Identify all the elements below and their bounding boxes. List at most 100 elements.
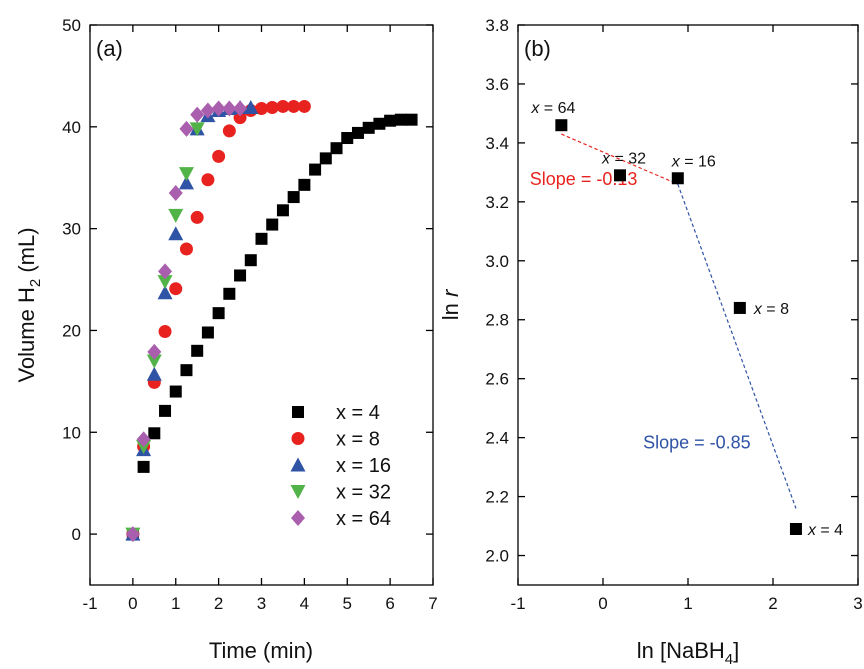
data-point-series-x8 (169, 282, 183, 296)
data-point-series-x16 (168, 226, 184, 241)
data-point-series-x4 (201, 326, 214, 339)
point-label-x4: x = 4 (807, 522, 843, 539)
panel-a-y-title-main: Volume H (14, 287, 39, 382)
data-point-series-x64 (222, 100, 237, 117)
panel-a-y-tick-label: 20 (62, 321, 81, 340)
data-point-series-x8 (201, 173, 215, 187)
panel-b-y-tick-label: 2.4 (485, 429, 509, 448)
data-point-series-x4 (266, 218, 279, 231)
panel-a-x-tick-label: 2 (214, 594, 223, 613)
panel-b-y-tick-label: 2.0 (485, 547, 509, 566)
data-point-series-x4 (319, 152, 332, 165)
data-point-series-x8 (287, 99, 301, 113)
data-point-series-x4 (341, 132, 354, 145)
panel-b-y-title-italic: r (438, 288, 463, 297)
panel-a-x-tick-label: 3 (257, 594, 266, 613)
data-point-series-x4 (255, 232, 268, 245)
data-point-series-x4 (159, 404, 172, 417)
panel-a-x-tick-label: 0 (128, 594, 137, 613)
panel-a-y-tick-label: 50 (62, 16, 81, 35)
data-point-series-x4 (351, 126, 364, 139)
panel-a-x-tick-label: -1 (82, 594, 97, 613)
data-point-series-x8 (190, 210, 204, 224)
data-point-series-x4 (276, 204, 289, 217)
panel-b-y-tick-label: 2.2 (485, 488, 509, 507)
panel-a-y-title-sub: 2 (27, 279, 44, 287)
panel-a-y-tick-label: 0 (72, 525, 81, 544)
data-point-series-x16 (157, 285, 173, 300)
data-point-x4 (789, 523, 802, 535)
panel-a-x-tick-label: 5 (343, 594, 352, 613)
data-point-series-x4 (309, 163, 322, 176)
data-point-series-x32 (168, 208, 184, 223)
legend-x8-label: x = 8 (336, 429, 380, 451)
data-point-series-x4 (191, 344, 204, 357)
data-point-series-x4 (373, 117, 386, 130)
panel-b-y-axis-title: ln r (438, 288, 463, 320)
data-point-series-x64 (136, 431, 151, 448)
data-point-series-x4 (405, 113, 418, 126)
data-point-series-x4 (223, 287, 236, 300)
data-point-series-x64 (168, 185, 183, 201)
panel-b-ln-r-vs-ln-nabh4: -1 0 1 2 3 2.0 2.2 2.4 2.6 2.8 3.0 3.2 3.4 3.6 3.8 Slo… (438, 16, 863, 668)
point-label-x16: x = 16 (671, 153, 716, 170)
data-point-series-x8 (265, 100, 279, 114)
panel-b-y-title-main: ln (438, 297, 463, 320)
panel-a-y-tick-label: 40 (62, 118, 81, 137)
fit-line-1 (677, 183, 797, 509)
panel-b-x-tick-label: 2 (768, 594, 777, 613)
data-point-x16 (671, 172, 684, 185)
data-point-series-x4 (384, 114, 397, 127)
panel-a-y-axis-title: Volume H2 (mL) (14, 227, 44, 382)
fit-slope-label-1: Slope = -0.85 (643, 432, 751, 452)
panel-b-y-tick-label: 3.2 (485, 193, 509, 212)
data-point-x32 (614, 169, 626, 182)
panel-a-x-tick-label: 7 (428, 594, 437, 613)
point-label-x32: x = 32 (601, 150, 646, 167)
panel-b-x-tick-label: 1 (683, 594, 692, 613)
data-point-series-x8 (212, 149, 226, 163)
panel-a-y-tick-label: 30 (62, 220, 81, 239)
panel-a-ticks: -1 0 1 2 3 4 5 6 7 0 10 20 30 40 50 (62, 16, 438, 613)
data-point-series-x8 (255, 101, 268, 115)
data-point-series-x64 (200, 102, 215, 119)
data-point-series-x32 (157, 275, 173, 290)
data-point-series-x4 (180, 364, 193, 377)
data-point-series-x64 (158, 263, 173, 280)
fit-slope-label-0: Slope = -0.13 (530, 169, 638, 189)
data-point-series-x16 (146, 366, 162, 381)
legend-x32-label: x = 32 (336, 482, 391, 504)
panel-b-y-tick-label: 3.8 (485, 16, 509, 35)
legend-x64-label: x = 64 (336, 508, 391, 530)
data-point-series-x32 (189, 122, 205, 137)
data-point-series-x32 (146, 354, 162, 369)
data-point-series-x4 (394, 113, 407, 126)
data-point-series-x64 (179, 120, 194, 137)
panel-a-y-tick-label: 10 (62, 423, 81, 442)
panel-a-x-tick-label: 6 (385, 594, 394, 613)
data-point-series-x8 (158, 324, 172, 338)
data-point-series-x4 (244, 254, 257, 267)
legend-x16-marker (290, 457, 306, 472)
data-point-series-x8 (297, 99, 311, 113)
panel-b-data-points (555, 119, 802, 535)
panel-a-data-points (125, 99, 418, 543)
data-point-x8 (733, 301, 746, 314)
data-point-series-x8 (179, 242, 193, 256)
legend-x64-marker (291, 510, 305, 526)
panel-a-label: (a) (96, 36, 123, 61)
data-point-series-x64 (233, 100, 248, 117)
panel-b-y-tick-label: 3.0 (485, 252, 509, 271)
data-point-series-x64 (211, 100, 226, 117)
panel-b-x-title-tail: ] (733, 638, 739, 663)
data-point-x64 (555, 119, 568, 132)
legend-x32-marker (290, 485, 306, 499)
panel-a-y-title-tail: (mL) (14, 227, 39, 278)
panel-a-x-axis-title: Time (min) (209, 638, 313, 663)
data-point-series-x64 (147, 343, 162, 360)
panel-b-label: (b) (524, 36, 551, 61)
data-point-series-x16 (243, 99, 259, 114)
panel-b-fit-lines: Slope = -0.13 Slope = -0.85 (530, 133, 797, 509)
panel-b-y-tick-label: 2.6 (485, 370, 509, 389)
